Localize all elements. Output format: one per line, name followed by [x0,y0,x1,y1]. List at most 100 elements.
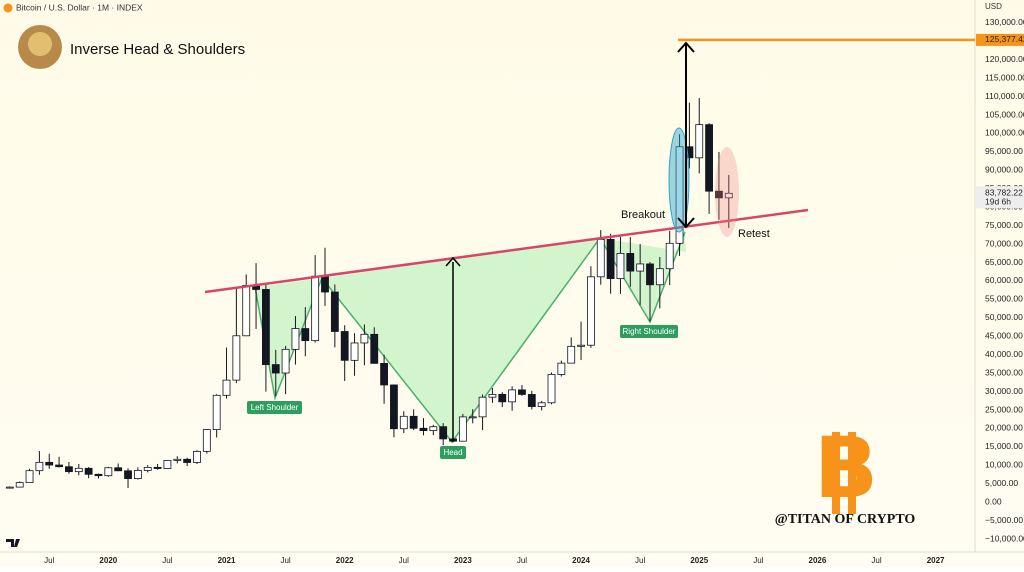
x-tick-label: 2025 [690,556,708,565]
arrow-head [445,256,461,267]
y-tick-label: 45,000.00 [985,331,1023,341]
y-tick-label: 100,000.00 [985,128,1024,138]
candle-body [35,461,44,472]
y-tick-label: 40,000.00 [985,349,1023,359]
candle-body [715,190,723,199]
candle-body [606,238,615,280]
y-tick-label: −5,000.00 [985,515,1023,525]
y-tick-label: 110,000.00 [985,91,1024,101]
candle-body [636,263,645,272]
candle-body [202,429,211,452]
candle-body [705,124,713,192]
annotation: Right Shoulder [623,327,676,336]
candle-body [518,389,526,395]
last-price-label: 83,782.22 [985,188,1023,198]
candle-body [458,416,467,442]
candle-body [616,252,625,280]
candle-body [222,379,231,396]
x-tick-label: 2022 [336,556,354,565]
candle-body [577,344,585,347]
candle-body [478,396,487,418]
y-tick-label: 95,000.00 [985,146,1023,156]
candle-body [291,328,300,350]
arrow-head [677,217,695,229]
candle-body [380,362,388,386]
x-tick-label: Jul [399,556,409,565]
pattern-fill [255,232,686,442]
candle-body [350,342,359,361]
candle-body [360,333,369,344]
candle-body [193,450,201,463]
y-tick-label: 60,000.00 [985,275,1023,285]
candle-body [212,394,221,430]
candle-body [665,242,674,270]
y-tick-label: 115,000.00 [985,72,1024,82]
candle-body [596,238,605,278]
candle-body [311,275,320,342]
pattern-title: Inverse Head & Shoulders [70,41,245,58]
candle-body [94,473,103,477]
arrow-head [677,41,695,53]
y-tick-label: 70,000.00 [985,238,1023,248]
candle-body [439,426,448,440]
candle-body [646,263,654,286]
candle-body [183,458,192,463]
candle-body [508,389,517,403]
candle-body [527,394,536,407]
candle-body [281,348,290,374]
candle-body [65,466,73,473]
candle-body [399,415,408,430]
label-box [620,325,678,338]
x-tick-label: 2026 [809,556,827,565]
candle-body [163,460,172,469]
y-tick-label: 90,000.00 [985,165,1023,175]
candle-body [557,362,566,375]
y-tick-label: 25,000.00 [985,404,1023,414]
header: Bitcoin / U.S. Dollar · 1M · INDEX [16,2,143,12]
price-label-box [976,33,1024,46]
candle-body [330,291,339,332]
x-tick-label: Jul [753,556,763,565]
y-tick-label: 0.00 [985,496,1002,506]
pattern-outline [254,231,686,444]
candle-body [655,268,664,286]
candle-body [419,427,428,432]
x-tick-label: 2027 [927,556,945,565]
candle-body [271,364,280,374]
x-tick-label: Jul [162,556,172,565]
y-tick-label: 120,000.00 [985,54,1024,64]
candle-body [25,470,34,484]
y-tick-label: 5,000.00 [985,478,1018,488]
y-tick-label: 75,000.00 [985,220,1023,230]
candle-body [301,328,310,342]
candle-body [262,289,270,365]
annotation: Left Shoulder [251,403,299,412]
candle-body [114,467,123,472]
candle-body [724,192,733,199]
candle-body [321,275,329,293]
logo-bar [848,432,856,514]
y-tick-label: 50,000.00 [985,312,1023,322]
candle-body [695,124,704,159]
x-tick-label: 2021 [218,556,236,565]
candle-body [143,466,152,471]
candle-body [429,426,438,432]
candle-body [242,285,251,337]
x-tick-label: 2020 [99,556,117,565]
candle-body [74,467,83,473]
candles [5,98,733,489]
candle-body [468,416,477,419]
candle-body [488,393,497,398]
neckline [204,208,809,294]
candle-body [133,470,142,479]
candle-body [567,345,576,364]
countdown: 19d 6h [985,197,1011,207]
x-tick-label: Jul [517,556,527,565]
y-tick-label: 65,000.00 [985,257,1023,267]
y-tick-label: 15,000.00 [985,441,1023,451]
candle-body [390,384,398,430]
x-tick-label: Jul [635,556,645,565]
candle-body [5,486,14,489]
annotation: Head [443,448,462,457]
